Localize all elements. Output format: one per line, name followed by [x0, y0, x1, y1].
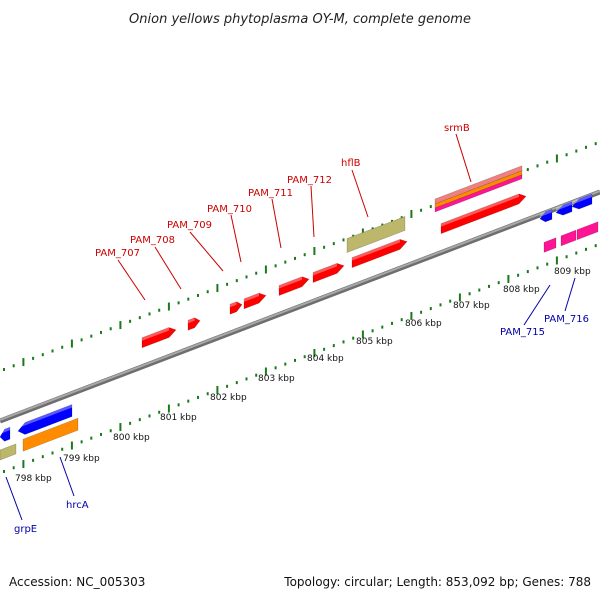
gene-label: PAM_710 — [207, 204, 252, 215]
gene-labels: PAM_707 PAM_708 PAM_709 PAM_710 PAM_711 PAM_7… — [5, 123, 589, 535]
gene-label: hrcA — [66, 500, 89, 511]
label-leader — [271, 198, 282, 249]
label-leader — [310, 185, 315, 238]
gene-pam-717 — [571, 193, 593, 210]
gene-pam-715-highlight — [540, 209, 552, 217]
tick-label: 804 kbp — [307, 354, 344, 364]
tick-label: 798 kbp — [15, 474, 52, 484]
tick-label: 806 kbp — [405, 319, 442, 329]
gene-pam-717-domain — [576, 221, 599, 241]
gene-label: PAM_711 — [248, 188, 293, 199]
label-leader — [5, 476, 23, 521]
gene-srmb — [440, 193, 527, 235]
gene-pam-707-highlight — [142, 327, 169, 341]
gene-pam-711 — [278, 276, 310, 296]
gene-grpe-domain — [0, 443, 17, 461]
gene-pam-709 — [229, 301, 243, 315]
gene-pam-709-highlight — [230, 301, 237, 308]
gene-hflb — [351, 239, 408, 269]
gene-hrca-domain — [22, 417, 79, 452]
gene-label: PAM_716 — [544, 314, 589, 325]
gene-label: PAM_708 — [130, 235, 175, 246]
accession-text: Accession: NC_005303 — [9, 575, 145, 589]
tick-labels: 798 kbp 799 kbp 800 kbp 801 kbp 802 kbp 803 k… — [15, 267, 591, 484]
label-leader — [154, 246, 182, 290]
map-title: Onion yellows phytoplasma OY-M, complete… — [129, 12, 471, 27]
label-leader — [523, 284, 551, 326]
gene-pam-712-highlight — [313, 263, 337, 276]
gene-features — [0, 165, 599, 461]
gene-pam-716-highlight — [556, 201, 572, 211]
label-leader — [189, 231, 224, 272]
gene-label: PAM_712 — [287, 175, 332, 186]
gene-pam-716-domain — [560, 229, 577, 247]
label-leader — [455, 133, 472, 183]
gene-label: PAM_709 — [167, 220, 212, 231]
gene-label: grpE — [14, 524, 37, 535]
tick-label: 800 kbp — [113, 433, 150, 443]
tick-label: 807 kbp — [453, 301, 490, 311]
gene-pam-710 — [243, 292, 267, 310]
gene-pam-708-highlight — [188, 317, 195, 324]
label-leader — [230, 214, 242, 263]
tick-label: 803 kbp — [258, 374, 295, 384]
bottom-tick-track — [3, 244, 597, 473]
gene-hflb-domain — [346, 215, 406, 253]
gene-pam-712 — [312, 263, 345, 283]
tick-label: 801 kbp — [160, 413, 197, 423]
gene-hrca — [17, 404, 73, 435]
label-leader — [117, 259, 146, 301]
tick-label: 802 kbp — [210, 393, 247, 403]
gene-pam-707 — [141, 327, 177, 349]
tick-label: 809 kbp — [554, 267, 591, 277]
genome-stats-text: Topology: circular; Length: 853,092 bp; … — [283, 575, 591, 589]
label-leader — [351, 169, 369, 218]
gene-label: srmB — [444, 123, 470, 134]
gene-label: PAM_715 — [500, 327, 545, 338]
gene-srmb-highlight — [441, 193, 519, 227]
gene-hflb-highlight — [352, 239, 400, 261]
genome-backbone-highlight — [0, 190, 600, 421]
tick-label: 805 kbp — [356, 337, 393, 347]
gene-label: PAM_707 — [95, 248, 140, 259]
gene-pam-710-highlight — [244, 293, 259, 302]
gene-hrca-highlight — [18, 404, 72, 429]
gene-pam-715-domain — [543, 237, 557, 253]
gene-grpe-highlight — [0, 427, 10, 434]
gene-pam-711-highlight — [279, 276, 302, 289]
gene-grpe — [0, 426, 11, 442]
gene-label: hflB — [341, 158, 361, 169]
label-leader — [59, 456, 75, 497]
tick-label: 808 kbp — [503, 285, 540, 295]
gene-srmb-band-3 — [434, 174, 523, 213]
gene-pam-708 — [187, 317, 201, 331]
tick-label: 799 kbp — [63, 454, 100, 464]
gene-pam-717-highlight — [572, 194, 592, 205]
gene-pam-715 — [539, 208, 553, 223]
label-leader — [564, 277, 576, 312]
